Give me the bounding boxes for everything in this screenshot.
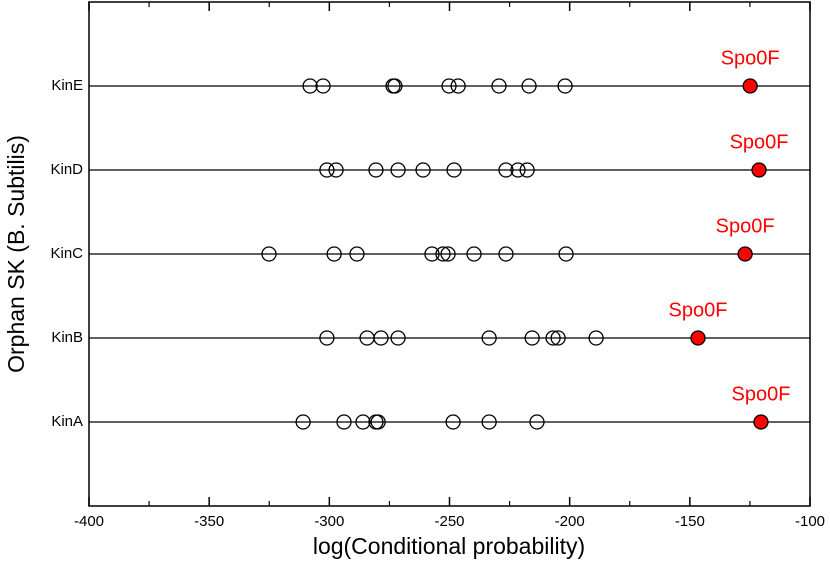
highlight-point [742, 78, 758, 94]
point [510, 162, 526, 178]
x-tick-label: -250 [434, 513, 464, 530]
point [550, 330, 566, 346]
y-tick-label: KinE [51, 77, 83, 94]
highlight-label: Spo0F [721, 47, 780, 69]
point [336, 414, 352, 430]
point [481, 330, 497, 346]
x-tick-label: -200 [555, 513, 585, 530]
point [370, 414, 386, 430]
point [261, 246, 277, 262]
point [355, 414, 371, 430]
point [466, 246, 482, 262]
y-tick-label: KinD [50, 161, 83, 178]
point [588, 330, 604, 346]
highlight-label: Spo0F [669, 299, 728, 321]
highlight-label: Spo0F [730, 131, 789, 153]
point [415, 162, 431, 178]
x-tick-label: -400 [74, 513, 104, 530]
x-axis-label: log(Conditional probability) [313, 533, 585, 559]
point [558, 246, 574, 262]
point [498, 246, 514, 262]
highlight-point [751, 162, 767, 178]
point [326, 246, 342, 262]
point [390, 162, 406, 178]
point [491, 78, 507, 94]
point [450, 78, 466, 94]
point [319, 330, 335, 346]
point [524, 330, 540, 346]
point [373, 330, 389, 346]
point [529, 414, 545, 430]
x-tick-label: -350 [194, 513, 224, 530]
highlight-label: Spo0F [716, 215, 775, 237]
y-tick-label: KinB [51, 329, 83, 346]
y-axis-label: Orphan SK (B. Subtilis) [3, 135, 29, 373]
point [521, 78, 537, 94]
point [319, 162, 335, 178]
x-tick-label: -150 [675, 513, 705, 530]
y-tick-label: KinC [50, 245, 83, 262]
point [390, 330, 406, 346]
point [387, 78, 403, 94]
x-tick-label: -300 [314, 513, 344, 530]
point [435, 246, 451, 262]
highlight-label: Spo0F [732, 383, 791, 405]
point [519, 162, 535, 178]
point [302, 78, 318, 94]
point [445, 414, 461, 430]
point [557, 78, 573, 94]
y-tick-label: KinA [51, 413, 83, 430]
highlight-point [737, 246, 753, 262]
point [440, 246, 456, 262]
highlight-point [690, 330, 706, 346]
point [368, 162, 384, 178]
point [328, 162, 344, 178]
x-tick-label: -100 [795, 513, 825, 530]
point [441, 78, 457, 94]
point [424, 246, 440, 262]
highlight-point [753, 414, 769, 430]
point [481, 414, 497, 430]
point [498, 162, 514, 178]
point [349, 246, 365, 262]
point [545, 330, 561, 346]
point [295, 414, 311, 430]
point [446, 162, 462, 178]
point [315, 78, 331, 94]
